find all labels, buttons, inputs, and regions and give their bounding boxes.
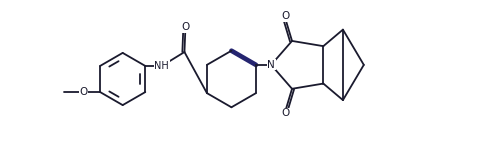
Text: O: O <box>281 108 289 118</box>
Text: O: O <box>181 22 189 32</box>
Text: O: O <box>281 11 289 21</box>
Text: NH: NH <box>154 61 169 71</box>
Text: O: O <box>79 87 87 97</box>
Text: N: N <box>267 60 274 70</box>
